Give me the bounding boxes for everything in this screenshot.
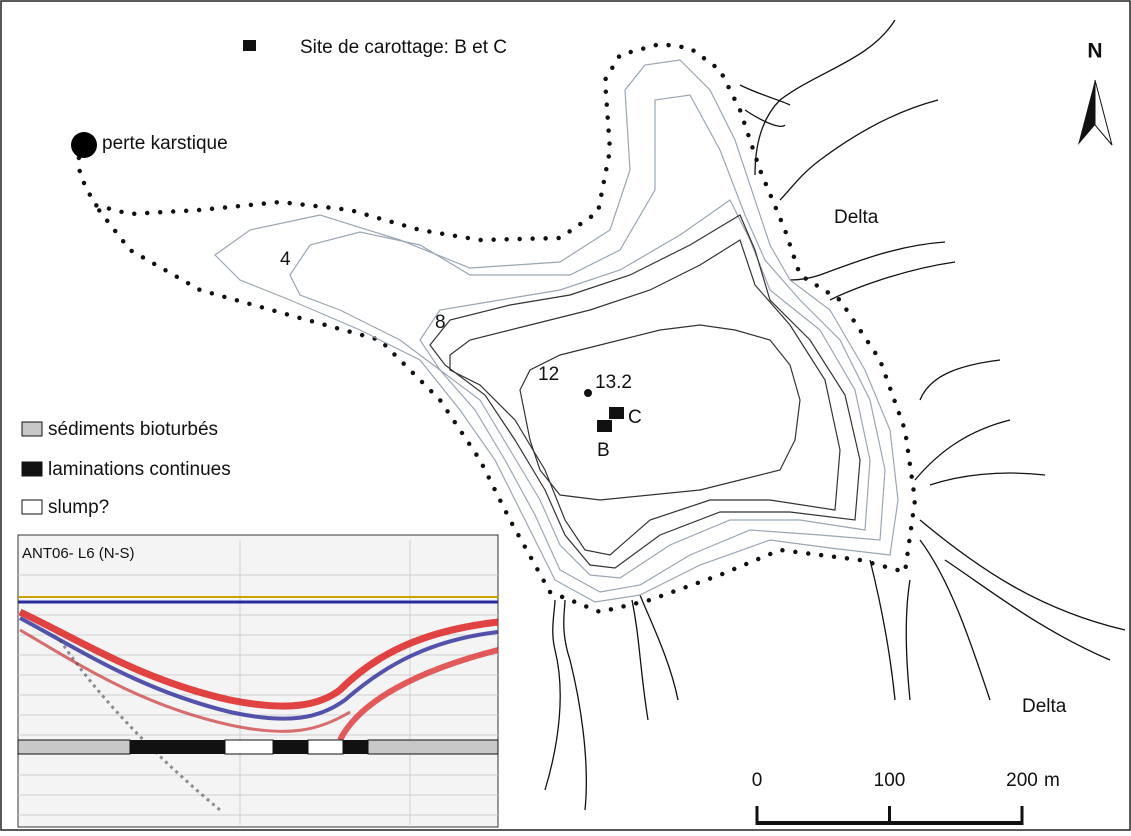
legend-swatch xyxy=(22,500,42,514)
legend-label: slump? xyxy=(48,497,109,518)
delta-label: Delta xyxy=(1022,696,1067,717)
legend-swatch xyxy=(22,462,42,476)
site-label: B xyxy=(597,440,610,461)
map: Site de carottage: B et C N perte karsti… xyxy=(0,0,1131,831)
scale-unit: m xyxy=(1044,770,1060,791)
north-label: N xyxy=(1087,40,1102,63)
legend-label: laminations continues xyxy=(48,459,231,480)
karst-point xyxy=(71,132,97,158)
max-depth: 13.2 xyxy=(595,372,632,393)
legend-swatch xyxy=(22,422,42,436)
legend-label: sédiments bioturbés xyxy=(48,419,218,440)
scale-label: 200 xyxy=(1006,770,1038,791)
scale-label: 0 xyxy=(752,770,763,791)
site-label: C xyxy=(628,407,642,428)
site-b xyxy=(597,420,612,432)
contour-label: 4 xyxy=(280,249,291,270)
delta-label: Delta xyxy=(834,207,879,228)
site-legend-icon xyxy=(243,40,256,51)
seismic-profile: ANT06- L6 (N-S) xyxy=(18,535,498,827)
contour-label: 8 xyxy=(435,312,446,333)
site-c xyxy=(609,407,624,419)
deepest-point xyxy=(584,389,592,397)
karst-label: perte karstique xyxy=(102,133,228,154)
contour-label: 12 xyxy=(538,364,559,385)
site-legend: Site de carottage: B et C xyxy=(300,37,507,58)
scale-label: 100 xyxy=(874,770,906,791)
profile-title: ANT06- L6 (N-S) xyxy=(22,545,135,562)
